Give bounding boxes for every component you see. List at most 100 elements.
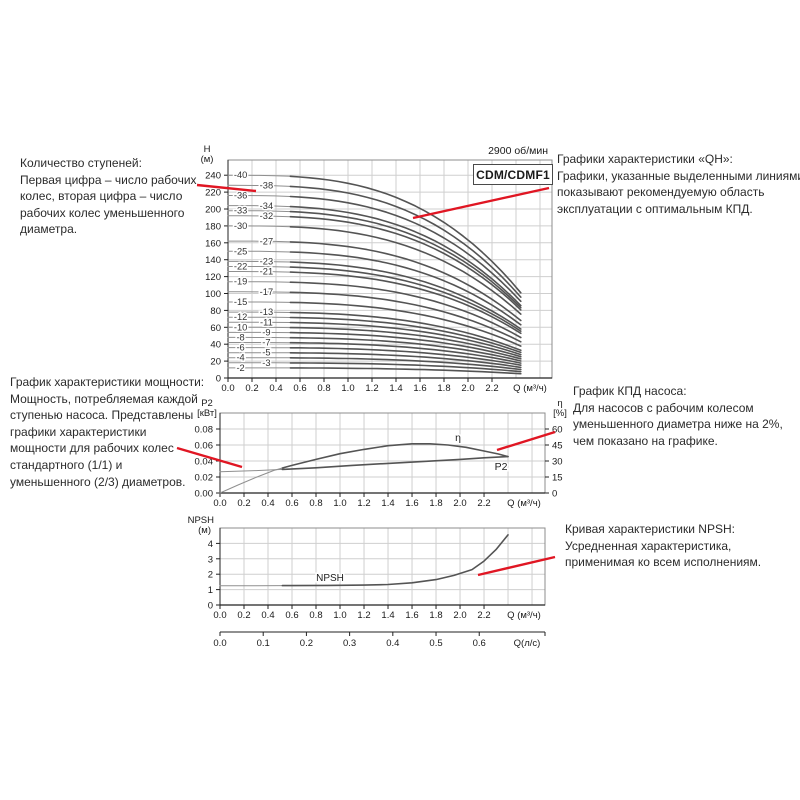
svg-text:-25: -25: [234, 246, 247, 256]
red-annotation-lines: [176, 183, 556, 577]
svg-text:-3: -3: [262, 358, 270, 368]
svg-text:-40: -40: [234, 170, 247, 180]
annotation-line: применимая ко всем исполнениям.: [565, 555, 762, 570]
svg-text:-8: -8: [236, 332, 244, 342]
svg-text:-36: -36: [234, 190, 247, 200]
svg-text:-17: -17: [260, 287, 273, 297]
svg-text:2.2: 2.2: [477, 610, 490, 621]
svg-text:-2: -2: [236, 363, 244, 373]
svg-text:0.3: 0.3: [343, 638, 356, 649]
svg-text:(м): (м): [201, 154, 214, 165]
svg-text:1.4: 1.4: [389, 383, 402, 394]
svg-text:0.0: 0.0: [213, 610, 226, 621]
svg-text:1.0: 1.0: [341, 383, 354, 394]
svg-text:1.2: 1.2: [365, 383, 378, 394]
svg-text:-34: -34: [260, 201, 273, 211]
svg-text:1.4: 1.4: [381, 610, 394, 621]
svg-text:40: 40: [210, 340, 221, 351]
svg-text:-10: -10: [234, 322, 247, 332]
svg-text:-6: -6: [236, 343, 244, 353]
annotation-line: стандартного (1/1) и: [10, 457, 123, 472]
qh-chart: 0.0 0.2 0.4 0.6 0.8 1.0 1.2 1.4 1.6 1.8 2.0 2.2 Q (м…: [201, 144, 553, 394]
annotation-line: Первая цифра – число рабочих: [20, 172, 197, 187]
svg-text:15: 15: [552, 473, 563, 484]
npsh-chart: 0.0 0.2 0.4 0.6 0.8 1.0 1.2 1.4 1.6 1.8 2.0 2.2 Q (м…: [188, 515, 546, 649]
svg-text:0.0: 0.0: [221, 383, 234, 394]
annotation-line: Мощность, потребляемая каждой: [10, 391, 198, 406]
svg-text:H: H: [204, 144, 211, 155]
svg-text:-21: -21: [260, 267, 273, 277]
svg-text:0: 0: [552, 489, 557, 500]
svg-text:-19: -19: [234, 277, 247, 287]
svg-text:-15: -15: [234, 297, 247, 307]
svg-text:0.4: 0.4: [269, 383, 282, 394]
annotation-line: Кривая характеристики NPSH:: [565, 522, 735, 536]
pointer-qh: [412, 186, 550, 220]
svg-text:(м): (м): [198, 525, 211, 536]
svg-text:0.2: 0.2: [245, 383, 258, 394]
annotation-line: колес, вторая цифра – число: [20, 189, 183, 204]
svg-text:-12: -12: [234, 312, 247, 322]
svg-text:1.8: 1.8: [429, 610, 442, 621]
svg-text:4: 4: [208, 539, 213, 550]
svg-text:1.2: 1.2: [357, 610, 370, 621]
svg-text:0.8: 0.8: [309, 498, 322, 509]
svg-text:[кВт]: [кВт]: [197, 408, 217, 419]
svg-text:160: 160: [205, 238, 221, 249]
svg-text:[%]: [%]: [553, 408, 567, 419]
svg-text:30: 30: [552, 457, 563, 468]
svg-text:0.1: 0.1: [257, 638, 270, 649]
svg-text:0.4: 0.4: [261, 498, 274, 509]
svg-text:-22: -22: [234, 261, 247, 271]
svg-text:-33: -33: [234, 206, 247, 216]
svg-text:2.0: 2.0: [461, 383, 474, 394]
svg-text:0.4: 0.4: [261, 610, 274, 621]
model-badge: CDM/CDMF1: [473, 164, 553, 185]
svg-text:100: 100: [205, 289, 221, 300]
svg-text:NPSH: NPSH: [316, 573, 344, 584]
svg-text:20: 20: [210, 357, 221, 368]
svg-text:2.0: 2.0: [453, 610, 466, 621]
svg-text:2.2: 2.2: [477, 498, 490, 509]
svg-text:-13: -13: [260, 307, 273, 317]
svg-text:0.0: 0.0: [213, 498, 226, 509]
svg-text:0.8: 0.8: [309, 610, 322, 621]
svg-text:1.2: 1.2: [357, 498, 370, 509]
svg-text:1.6: 1.6: [405, 498, 418, 509]
svg-text:0.2: 0.2: [237, 498, 250, 509]
svg-text:-7: -7: [262, 338, 270, 348]
svg-text:0.0: 0.0: [213, 638, 226, 649]
annotation-line: Графики характеристики «QH»:: [557, 152, 733, 166]
svg-text:180: 180: [205, 221, 221, 232]
annotation-efficiency: График КПД насоса: Для насосов с рабочим …: [573, 383, 783, 449]
svg-text:-27: -27: [260, 236, 273, 246]
pointer-efficiency: [496, 430, 556, 452]
svg-text:1: 1: [208, 585, 213, 596]
pointer-power: [176, 446, 243, 469]
svg-text:0.2: 0.2: [237, 610, 250, 621]
pointer-npsh: [477, 555, 556, 577]
svg-text:1.6: 1.6: [413, 383, 426, 394]
svg-text:-38: -38: [260, 181, 273, 191]
annotation-line: ступенью насоса. Представлены: [10, 408, 194, 423]
annotation-line: уменьшенного (2/3) диаметров.: [10, 474, 186, 489]
svg-text:1.0: 1.0: [333, 610, 346, 621]
svg-text:0.4: 0.4: [386, 638, 399, 649]
svg-text:0.6: 0.6: [285, 498, 298, 509]
svg-text:120: 120: [205, 272, 221, 283]
svg-text:Q (м³/ч): Q (м³/ч): [507, 498, 541, 509]
svg-text:Q (м³/ч): Q (м³/ч): [513, 383, 547, 394]
svg-text:Q (м³/ч): Q (м³/ч): [507, 610, 541, 621]
svg-text:45: 45: [552, 441, 563, 452]
pointer-stage-count: [196, 183, 257, 193]
svg-text:P2: P2: [201, 398, 213, 409]
svg-text:3: 3: [208, 554, 213, 565]
svg-text:-5: -5: [262, 348, 270, 358]
annotation-line: рабочих колес уменьшенного: [20, 205, 185, 220]
svg-text:1.4: 1.4: [381, 498, 394, 509]
svg-text:0.6: 0.6: [285, 610, 298, 621]
annotation-line: диаметра.: [20, 222, 78, 237]
annotation-line: График характеристики мощности:: [10, 375, 205, 389]
annotation-npsh: Кривая характеристики NPSH: Усредненная х…: [565, 521, 761, 571]
svg-text:0: 0: [216, 374, 221, 385]
